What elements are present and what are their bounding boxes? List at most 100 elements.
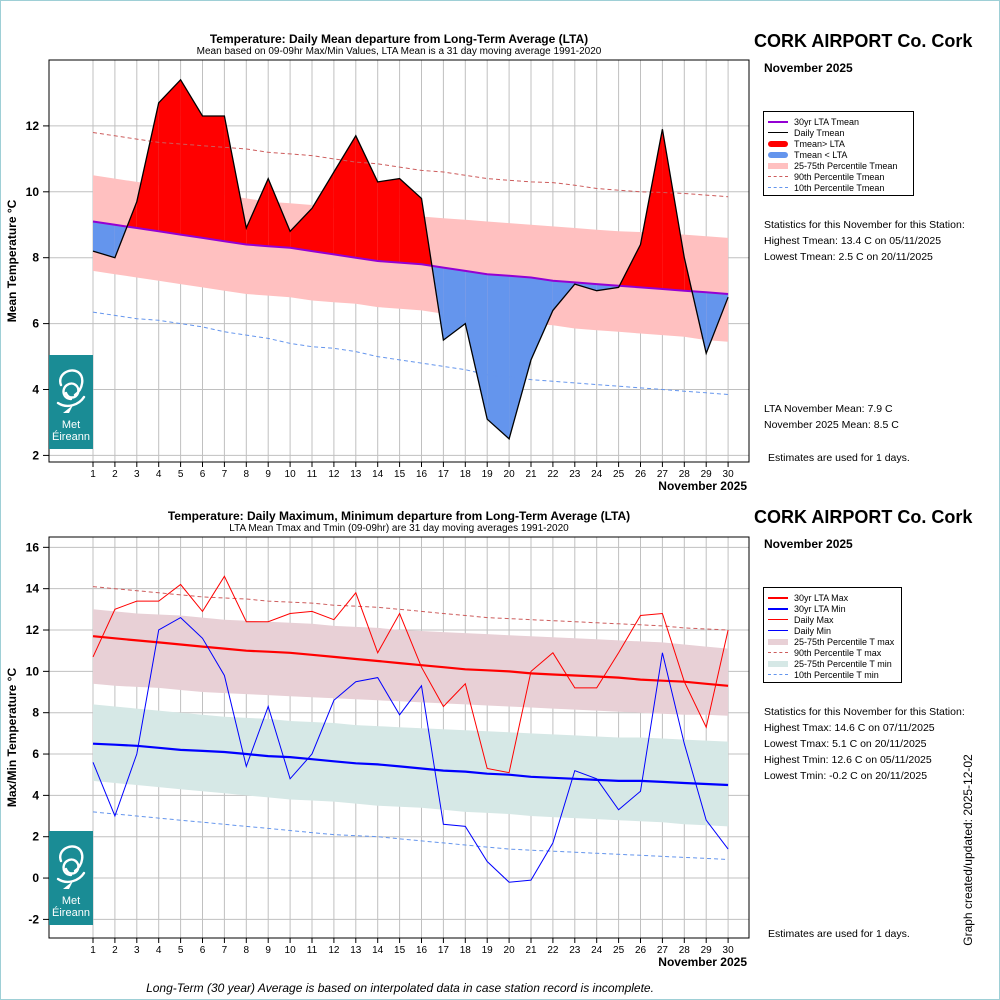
x-tick-label: 29: [701, 469, 713, 480]
x-tick-label: 26: [635, 945, 647, 956]
spiral-icon: [56, 369, 86, 413]
y-axis-label: Max/Min Temperature °C: [5, 668, 19, 808]
x-tick-label: 2: [112, 469, 118, 480]
y-tick-label: 12: [26, 623, 40, 637]
lta-mean: LTA November Mean: 7.9 C: [764, 403, 893, 415]
x-tick-label: 19: [482, 469, 494, 480]
stats-lowest-tmax: Lowest Tmax: 5.1 C on 20/11/2025: [764, 738, 927, 750]
legend-swatch: [768, 149, 788, 160]
stats-heading: Statistics for this November for this St…: [764, 706, 965, 718]
area-above-lta: [180, 79, 203, 238]
logo-text-eireann: Éireann: [52, 907, 90, 919]
y-tick-label: 2: [32, 830, 39, 844]
legend-item: Tmean> LTA: [768, 138, 909, 149]
x-tick-label: 25: [613, 945, 625, 956]
x-tick-label: 27: [657, 469, 669, 480]
line-90th-tmean: [92, 132, 729, 198]
area-above-lta: [136, 102, 159, 232]
x-tick-label: 29: [701, 945, 713, 956]
x-tick-label: 10: [285, 945, 297, 956]
x-tick-label: 26: [635, 469, 647, 480]
x-tick-label: 18: [460, 469, 472, 480]
y-tick-label: 16: [26, 540, 40, 554]
x-tick-label: 14: [372, 469, 384, 480]
x-tick-label: 12: [328, 945, 340, 956]
x-tick-label: 30: [723, 945, 735, 956]
month-label-bottom: November 2025: [764, 537, 853, 551]
y-tick-label: 2: [32, 448, 39, 462]
x-tick-label: 25: [613, 469, 625, 480]
x-tick-label: 30: [723, 469, 735, 480]
means-top: LTA November Mean: 7.9 C November 2025 M…: [764, 401, 899, 433]
line-lta-tmean: [92, 220, 729, 295]
spiral-icon: [56, 845, 86, 889]
x-tick-label: 20: [504, 945, 516, 956]
area-below-lta: [443, 267, 466, 341]
y-tick-label: 8: [32, 251, 39, 265]
footer-note: Long-Term (30 year) Average is based on …: [146, 981, 654, 995]
area-above-lta: [290, 208, 312, 252]
x-tick-label: 6: [200, 469, 206, 480]
logo-text-eireann: Éireann: [52, 431, 90, 443]
x-tick-label: 8: [244, 945, 250, 956]
legend-swatch: [768, 127, 788, 138]
x-tick-label: 9: [265, 469, 271, 480]
legend-label: Daily Tmean: [794, 127, 845, 138]
legend-item: 90th Percentile Tmean: [768, 171, 909, 182]
x-tick-label: 15: [394, 945, 406, 956]
stats-top: Statistics for this November for this St…: [764, 217, 965, 265]
plot-border: [48, 59, 750, 463]
x-tick-label: 3: [134, 469, 140, 480]
area-above-lta: [224, 116, 247, 245]
legend-swatch: [768, 669, 788, 680]
x-tick-label: 6: [200, 945, 206, 956]
met-eireann-logo-bottom: Met Éireann: [49, 831, 93, 925]
month-mean: November 2025 Mean: 8.5 C: [764, 419, 899, 431]
legend-label: 30yr LTA Tmean: [794, 116, 860, 127]
y-tick-label: 6: [32, 317, 39, 331]
stats-heading: Statistics for this November for this St…: [764, 219, 965, 231]
y-axis-label: Mean Temperature °C: [5, 199, 19, 322]
legend-swatch: [768, 171, 788, 182]
band-25-75-tmin: [93, 704, 729, 827]
x-tick-label: 27: [657, 945, 669, 956]
area-above-lta: [333, 135, 356, 258]
legend-label: 90th Percentile T max: [794, 647, 882, 658]
area-above-lta: [355, 135, 378, 261]
x-tick-label: 11: [307, 945, 318, 956]
stats-highest-tmin: Highest Tmin: 12.6 C on 05/11/2025: [764, 754, 932, 766]
legend-item: 25-75th Percentile T max: [768, 636, 897, 647]
x-tick-label: 5: [178, 469, 184, 480]
x-tick-label: 24: [591, 945, 603, 956]
x-axis-label: November 2025: [658, 479, 747, 493]
x-tick-label: 1: [90, 945, 96, 956]
x-tick-label: 3: [134, 945, 140, 956]
legend-label: 25-75th Percentile Tmean: [794, 160, 898, 171]
x-tick-label: 20: [504, 469, 516, 480]
x-tick-label: 17: [438, 469, 450, 480]
x-tick-label: 14: [372, 945, 384, 956]
band-25-75-tmax: [93, 609, 729, 716]
stats-bottom: Statistics for this November for this St…: [764, 704, 965, 784]
x-tick-label: 28: [679, 945, 691, 956]
area-below-lta: [465, 270, 488, 420]
x-tick-label: 11: [307, 469, 318, 480]
stats-lowest-tmean: Lowest Tmean: 2.5 C on 20/11/2025: [764, 251, 933, 263]
legend-label: 25-75th Percentile T min: [794, 658, 892, 669]
area-above-lta: [246, 178, 269, 247]
x-axis-label: November 2025: [658, 955, 747, 969]
x-tick-label: 22: [547, 469, 559, 480]
area-above-lta: [377, 178, 400, 263]
y-tick-label: 0: [32, 871, 39, 885]
x-tick-label: 9: [265, 945, 271, 956]
legend-item: Daily Max: [768, 614, 897, 625]
legend-swatch: [768, 182, 788, 193]
station-name-bottom: CORK AIRPORT Co. Cork: [754, 507, 973, 527]
legend-swatch: [768, 116, 788, 127]
line-daily-tmean: [92, 78, 729, 441]
line-lta-min: [92, 742, 729, 787]
chart-title-1: Temperature: Daily Maximum, Minimum depa…: [168, 509, 630, 523]
legend-item: Daily Min: [768, 625, 897, 636]
legend-item: 30yr LTA Min: [768, 603, 897, 614]
